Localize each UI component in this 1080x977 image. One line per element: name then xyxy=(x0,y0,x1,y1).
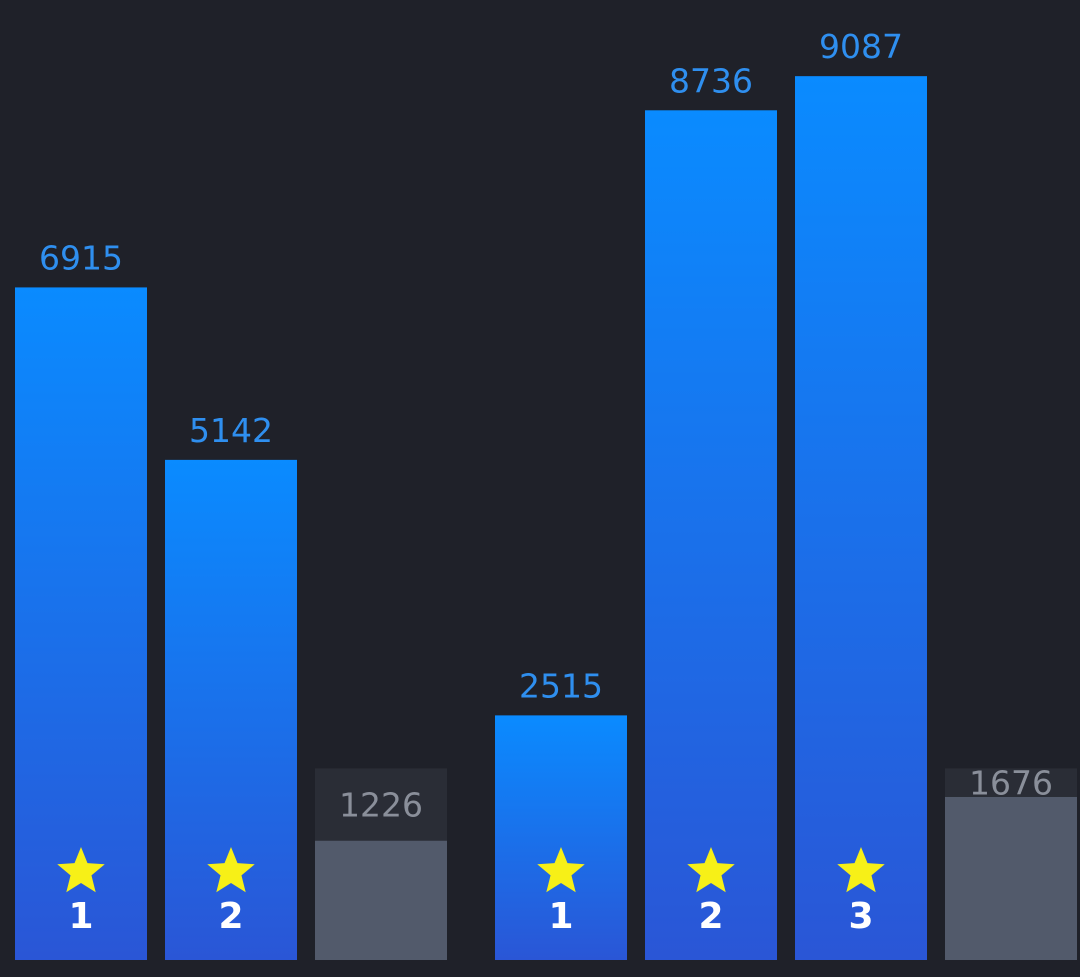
bar-value-label-4: 2515 xyxy=(519,666,603,705)
bar-2 xyxy=(165,459,297,960)
bars-group: 6915 1 5142 2 1226 2515 1 8736 2 9087 3 1676 xyxy=(15,27,1077,961)
bar-value-label-2: 5142 xyxy=(189,411,273,450)
bar-rank-label-5: 2 xyxy=(698,896,723,937)
bar-value-label-1: 6915 xyxy=(39,238,123,277)
bar-rank-label-2: 2 xyxy=(218,896,243,937)
star-icon xyxy=(207,847,255,893)
bar-rank-label-6: 3 xyxy=(848,896,873,937)
star-icon xyxy=(687,847,735,893)
bar-value-label-5: 8736 xyxy=(669,61,753,100)
locked-bar-3 xyxy=(315,840,447,960)
star-icon xyxy=(537,847,585,893)
bar-5 xyxy=(645,110,777,961)
bar-rank-label-4: 1 xyxy=(548,896,573,937)
bar-4 xyxy=(495,715,627,960)
bar-6 xyxy=(795,76,927,960)
locked-bar-7 xyxy=(945,796,1077,960)
bar-value-label-6: 9087 xyxy=(819,27,903,66)
locked-bar-value-label-3: 1226 xyxy=(339,786,423,825)
bar-rank-label-1: 1 xyxy=(68,896,93,937)
locked-bar-value-label-7: 1676 xyxy=(969,764,1053,803)
star-icon xyxy=(837,847,885,893)
star-icon xyxy=(57,847,105,893)
